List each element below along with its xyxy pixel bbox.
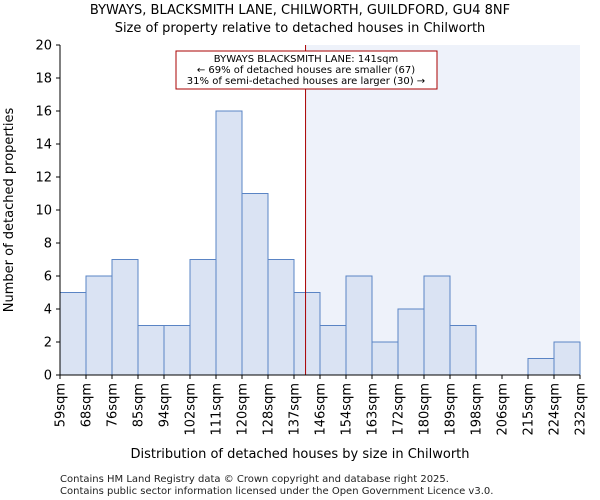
x-tick-label: 146sqm <box>314 383 329 436</box>
bar-180sqm <box>423 275 451 376</box>
x-tick-label: 189sqm <box>444 383 459 436</box>
x-tick-label: 59sqm <box>54 383 69 427</box>
bar-120sqm <box>241 193 269 376</box>
bar-85sqm <box>137 325 165 376</box>
annotation-line-2: ← 69% of detached houses are smaller (67… <box>197 65 415 76</box>
bar-102sqm <box>189 259 217 376</box>
annotation-box <box>175 50 438 90</box>
bar-94sqm <box>163 325 191 376</box>
x-tick-label: 85sqm <box>132 383 147 427</box>
x-tick-label: 68sqm <box>80 383 95 427</box>
y-ticks: 0 2 4 6 8 10 12 14 16 18 20 <box>35 39 60 384</box>
bar-59sqm <box>59 292 87 376</box>
bar-154sqm <box>345 275 373 376</box>
bar-128sqm <box>267 259 295 376</box>
bar-163sqm <box>371 341 399 376</box>
x-tick-label: 137sqm <box>288 383 303 436</box>
x-tick-label: 163sqm <box>366 383 381 436</box>
bar-68sqm <box>85 275 113 376</box>
x-tick-label: 198sqm <box>470 383 485 436</box>
y-tick-label: 4 <box>44 303 52 318</box>
bar-76sqm <box>111 259 139 376</box>
bar-146sqm <box>319 325 347 376</box>
bar-111sqm <box>215 110 243 376</box>
bar-172sqm <box>397 308 425 376</box>
x-tick-label: 180sqm <box>418 383 433 436</box>
y-tick-label: 6 <box>44 270 52 285</box>
y-tick-label: 20 <box>35 39 52 54</box>
y-tick-label: 12 <box>35 171 52 186</box>
y-tick-label: 14 <box>35 138 52 153</box>
x-tick-label: 232sqm <box>574 383 589 436</box>
footer-line-1: Contains HM Land Registry data © Crown c… <box>60 474 449 485</box>
x-tick-label: 76sqm <box>106 383 121 427</box>
footer-line-2: Contains public sector information licen… <box>60 486 493 497</box>
x-tick-label: 172sqm <box>392 383 407 436</box>
bar-189sqm <box>449 325 477 376</box>
annotation-line-3: 31% of semi-detached houses are larger (… <box>187 76 425 87</box>
y-axis-title: Number of detached properties <box>2 108 17 313</box>
x-tick-label: 111sqm <box>210 383 225 436</box>
x-tick-label: 128sqm <box>262 383 277 436</box>
y-tick-label: 10 <box>35 204 52 219</box>
y-tick-label: 18 <box>35 72 52 87</box>
x-tick-label: 215sqm <box>522 383 537 436</box>
bar-224sqm <box>553 341 581 376</box>
y-tick-label: 8 <box>44 237 52 252</box>
x-axis-title: Distribution of detached houses by size … <box>130 447 469 462</box>
x-tick-label: 94sqm <box>158 383 173 427</box>
bars <box>59 110 581 376</box>
chart-subtitle: Size of property relative to detached ho… <box>115 21 486 36</box>
bar-215sqm <box>527 358 555 376</box>
x-ticks: 59sqm 68sqm 76sqm 85sqm 94sqm 102sqm 111sqm 120… <box>54 375 589 436</box>
y-tick-label: 16 <box>35 105 52 120</box>
x-tick-label: 224sqm <box>548 383 563 436</box>
y-tick-label: 0 <box>44 369 52 384</box>
y-tick-label: 2 <box>44 336 52 351</box>
x-tick-label: 154sqm <box>340 383 355 436</box>
x-tick-label: 120sqm <box>236 383 251 436</box>
x-tick-label: 102sqm <box>184 383 199 436</box>
chart-title: BYWAYS, BLACKSMITH LANE, CHILWORTH, GUIL… <box>90 3 510 18</box>
x-tick-label: 206sqm <box>496 383 511 436</box>
bar-137sqm <box>293 292 321 376</box>
annotation-line-1: BYWAYS BLACKSMITH LANE: 141sqm <box>214 54 398 65</box>
